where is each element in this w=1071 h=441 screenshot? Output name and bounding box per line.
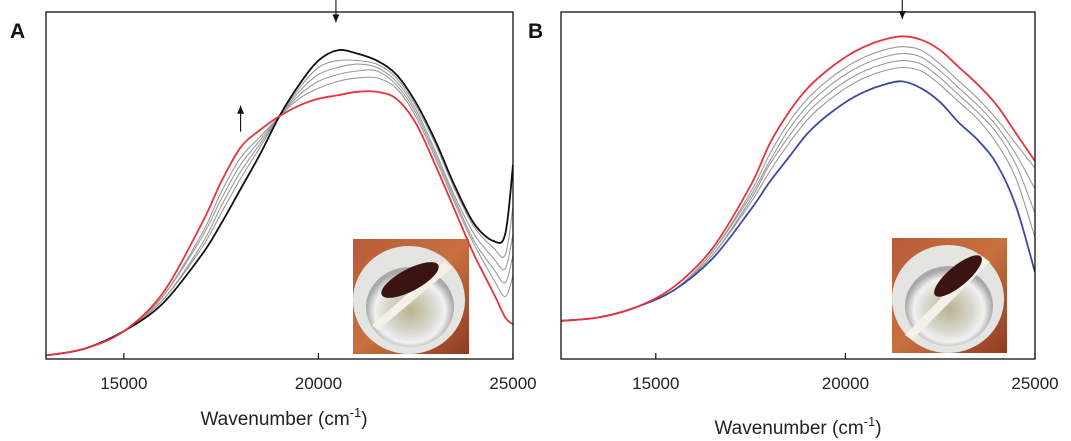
arrow-down-icon [898,10,906,19]
panel-label-b: B [528,20,543,43]
series-line-a-5 [46,90,513,357]
series-line-a-1 [46,59,513,357]
x-axis-b: 15000 20000 25000 [632,353,1059,393]
x-axis-a: 15000 20000 25000 [100,353,537,393]
x-tick-label-b-1: 20000 [822,374,869,393]
annotations-b [898,0,906,19]
x-tick-label-b-0: 15000 [632,374,679,393]
series-line-b-5 [561,35,1035,322]
arrow-down-icon [332,14,340,23]
series-line-b-4 [561,46,1035,322]
series-line-a-2 [46,63,513,357]
series-line-a-3 [46,69,513,357]
plot-frame-a [45,11,514,360]
panel-label-a: A [10,20,25,43]
x-tick-label-b-2: 25000 [1011,374,1058,393]
series-line-b-0 [561,80,1035,322]
x-tick-label-a-1: 20000 [295,374,342,393]
series-line-a-4 [46,76,513,357]
annotations-a [237,0,340,132]
panel-b: B 15000 20000 25000 Wavenumber (cm-1) [528,0,1059,439]
x-tick-label-a-2: 25000 [489,374,536,393]
series-line-a-0 [46,49,513,357]
panel-a: A 15000 20000 25000 Wavenumber (cm-1) [10,0,537,430]
plot-frame-b [560,11,1036,360]
plot-area-b [561,35,1035,322]
inset-photo-a [353,239,469,354]
arrow-up-icon [237,105,245,114]
plot-area-a [46,49,513,357]
inset-photo-b [892,238,1007,353]
x-axis-title-a: Wavenumber (cm-1) [200,405,367,430]
x-axis-title-b: Wavenumber (cm-1) [714,414,881,439]
x-tick-label-a-0: 15000 [100,374,147,393]
